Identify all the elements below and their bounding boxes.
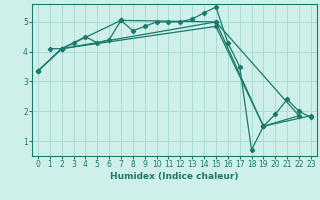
X-axis label: Humidex (Indice chaleur): Humidex (Indice chaleur) [110,172,239,181]
